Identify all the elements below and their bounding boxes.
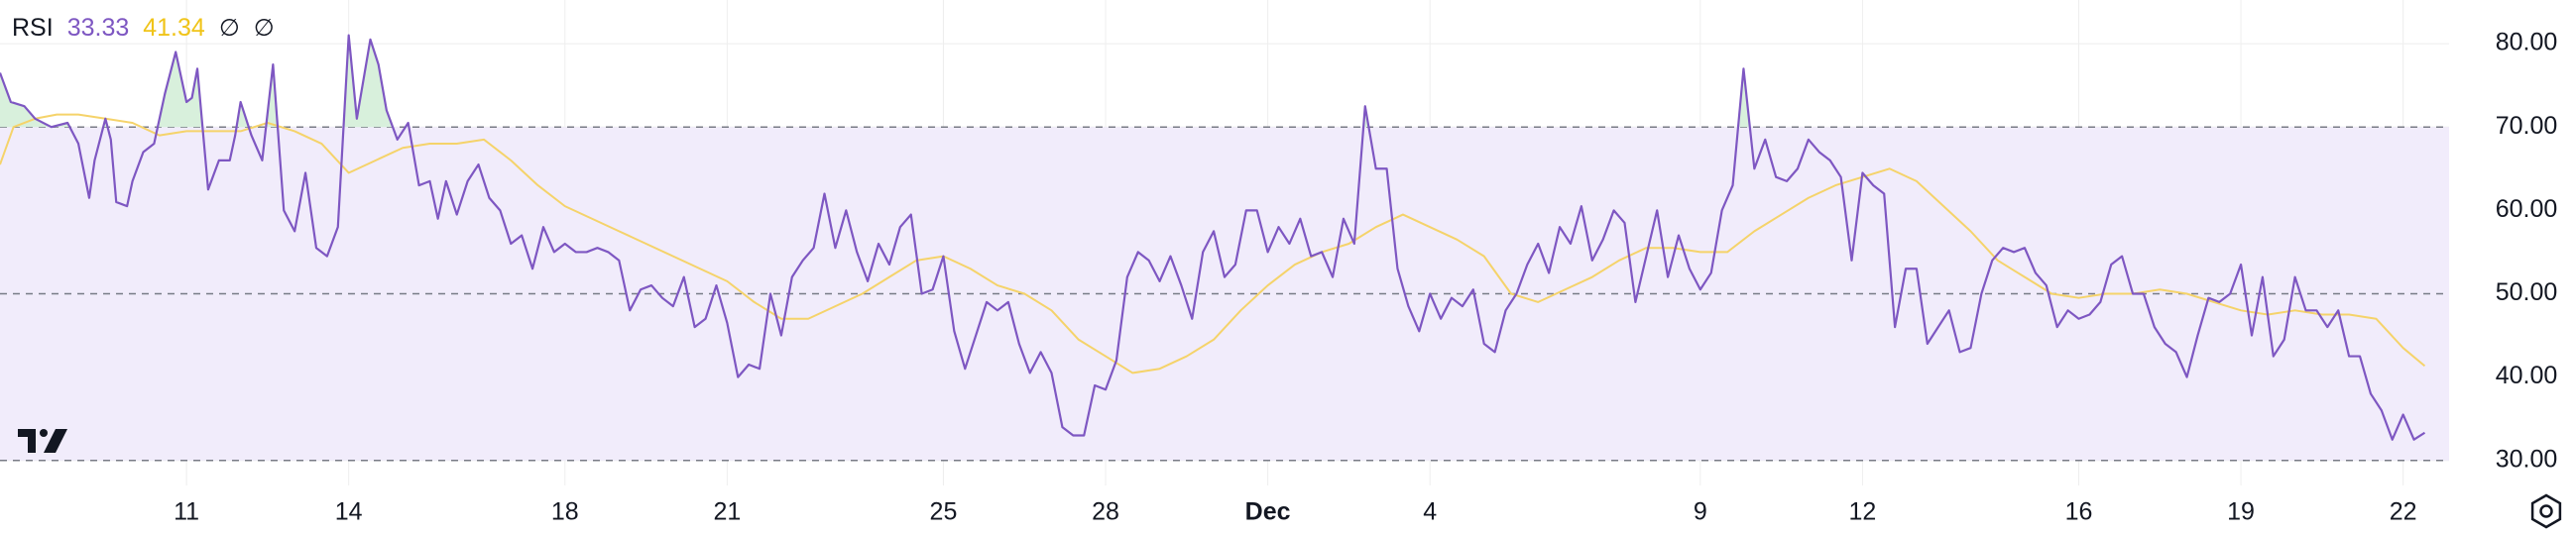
x-tick-label-0: 11 (174, 498, 199, 526)
indicator-name: RSI (12, 13, 54, 42)
ma-value: 41.34 (143, 13, 205, 42)
x-tick-label-2: 18 (551, 498, 579, 526)
rsi-ma-line (0, 113, 2426, 374)
overbought-fill-5 (343, 35, 394, 128)
x-tick-label-5: 28 (1092, 498, 1119, 526)
tradingview-logo[interactable] (16, 426, 79, 456)
y-tick-label-2: 60.00 (2496, 195, 2558, 223)
y-tick-label-0: 80.00 (2496, 29, 2558, 56)
x-tick-label-11: 19 (2227, 498, 2255, 526)
rsi-line (0, 34, 2426, 441)
x-tick-label-10: 16 (2065, 498, 2093, 526)
x-axis[interactable]: 11 14 18 21 25 28 Dec 4 9 12 16 19 22 (174, 498, 2416, 526)
x-tick-label-1: 14 (335, 498, 363, 526)
overbought-fills (0, 35, 1750, 128)
y-axis[interactable]: 80.00 70.00 60.00 50.00 40.00 30.00 (2496, 29, 2558, 474)
empty-value-1: ∅ (218, 14, 240, 42)
y-tick-label-1: 70.00 (2496, 112, 2558, 140)
x-tick-label-4: 25 (930, 498, 958, 526)
x-tick-label-8: 9 (1694, 498, 1707, 526)
x-tick-label-3: 21 (713, 498, 741, 526)
y-tick-label-5: 30.00 (2496, 445, 2558, 473)
x-tick-label-7: 4 (1423, 498, 1437, 526)
x-tick-label-12: 22 (2390, 498, 2417, 526)
y-tick-label-3: 50.00 (2496, 278, 2558, 306)
overbought-fill-4 (266, 64, 279, 128)
y-tick-label-4: 40.00 (2496, 362, 2558, 389)
gear-icon[interactable] (2526, 491, 2566, 531)
overbought-fill-0 (0, 72, 70, 128)
overbought-fill-8 (1737, 68, 1750, 128)
indicator-legend[interactable]: RSI 33.33 41.34 ∅ ∅ (12, 8, 275, 48)
overbought-fill-2 (158, 52, 203, 128)
rsi-band-lines (0, 126, 2449, 462)
x-tick-label-9: 12 (1848, 498, 1876, 526)
x-tick-label-6: Dec (1245, 498, 1291, 526)
empty-value-2: ∅ (253, 14, 275, 42)
rsi-value: 33.33 (66, 13, 130, 42)
